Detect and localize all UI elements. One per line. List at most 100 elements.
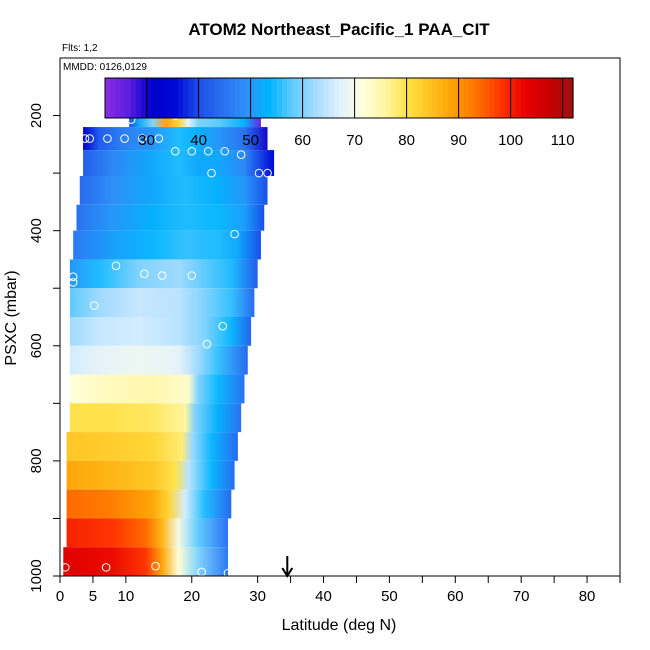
observation-point bbox=[111, 261, 121, 271]
observation-point bbox=[207, 168, 216, 178]
colorbar-swatch bbox=[463, 78, 470, 118]
observation-point bbox=[236, 150, 246, 159]
observation-point bbox=[85, 134, 94, 143]
x-tick-label: 5 bbox=[89, 588, 97, 605]
colorbar-swatch bbox=[359, 78, 366, 118]
colorbar-tick-label: 80 bbox=[398, 132, 415, 149]
colorbar-swatch bbox=[131, 78, 137, 118]
colorbar-swatch bbox=[365, 78, 371, 118]
colorbar-tick-label: 110 bbox=[551, 132, 575, 149]
observation-point bbox=[68, 272, 78, 282]
colorbar-swatch bbox=[105, 78, 111, 118]
dates-note: MMDD: 0126,0129 bbox=[63, 62, 147, 73]
x-axis-label: Latitude (deg N) bbox=[282, 617, 397, 634]
observation-point bbox=[203, 146, 213, 156]
observation-point bbox=[154, 134, 164, 143]
colorbar-swatch bbox=[235, 78, 241, 118]
heatmap-row bbox=[73, 230, 261, 260]
x-tick-label: 0 bbox=[56, 588, 64, 605]
heatmap-row bbox=[69, 317, 252, 346]
observation-point bbox=[60, 563, 70, 572]
colorbar-frame bbox=[104, 77, 574, 119]
colorbar-swatch bbox=[515, 78, 522, 118]
colorbar-swatch bbox=[323, 78, 330, 118]
heatmap-row bbox=[66, 518, 229, 548]
colorbar-swatch bbox=[255, 78, 262, 118]
colorbar-swatch bbox=[333, 78, 340, 118]
colorbar-swatch bbox=[307, 78, 314, 118]
colorbar-swatch bbox=[120, 78, 127, 118]
colorbar-swatch bbox=[380, 78, 387, 118]
x-tick-label: 50 bbox=[381, 588, 398, 605]
observation-point bbox=[187, 146, 197, 156]
colorbar-swatch bbox=[427, 78, 434, 118]
observation-point bbox=[157, 271, 167, 280]
colorbar-swatch bbox=[370, 78, 376, 118]
heatmap-row bbox=[66, 432, 238, 461]
heatmap-row bbox=[66, 460, 235, 490]
colorbar-swatch bbox=[500, 78, 506, 118]
colorbar-swatch bbox=[469, 78, 475, 118]
colorbar-swatch bbox=[287, 78, 293, 118]
x-tick-label: 10 bbox=[118, 588, 135, 605]
heatmap-row bbox=[83, 150, 275, 176]
colorbar-swatch bbox=[146, 78, 153, 118]
colorbar-tick-label: 90 bbox=[450, 132, 467, 149]
colorbar-tick-label: 30 bbox=[138, 132, 155, 149]
heatmap-row bbox=[63, 547, 229, 576]
heatmap-rows bbox=[63, 98, 275, 576]
heatmap-row bbox=[79, 175, 268, 205]
colorbar-tick-label: 50 bbox=[242, 132, 259, 149]
y-axis-label: PSXC (mbar) bbox=[3, 270, 20, 365]
colorbar-swatch bbox=[141, 78, 148, 118]
colorbar-swatch bbox=[224, 78, 231, 118]
y-tick-label: 800 bbox=[28, 448, 45, 473]
colorbar-swatch bbox=[453, 78, 460, 118]
colorbar-swatch bbox=[115, 78, 122, 118]
colorbar-swatch bbox=[531, 78, 538, 118]
colorbar-swatch bbox=[339, 78, 345, 118]
observation-point bbox=[89, 301, 99, 310]
colorbar-swatch bbox=[432, 78, 439, 118]
colorbar-swatch bbox=[489, 78, 496, 118]
colorbar-swatch bbox=[209, 78, 215, 118]
colorbar-swatch bbox=[411, 78, 418, 118]
x-tick-label: 20 bbox=[183, 588, 200, 605]
colorbar-swatch bbox=[198, 78, 205, 118]
colorbar-swatch bbox=[354, 78, 361, 118]
colorbar-swatch bbox=[505, 78, 512, 118]
colorbar-swatch bbox=[495, 78, 501, 118]
colorbar-swatch bbox=[193, 78, 200, 118]
observation-points bbox=[60, 100, 272, 576]
x-tick-label: 70 bbox=[513, 588, 530, 605]
colorbar-swatch bbox=[167, 78, 174, 118]
colorbar-swatch bbox=[302, 78, 309, 118]
observation-point bbox=[263, 168, 272, 178]
colorbar-swatch bbox=[458, 78, 465, 118]
y-tick-label: 1000 bbox=[28, 559, 45, 592]
colorbar-swatch bbox=[479, 78, 486, 118]
colorbar-swatch bbox=[448, 78, 454, 118]
x-tick-label: 40 bbox=[315, 588, 332, 605]
colorbar-swatch bbox=[136, 78, 142, 118]
observation-point bbox=[220, 146, 230, 156]
colorbar-swatch bbox=[417, 78, 423, 118]
colorbar-swatch bbox=[292, 78, 298, 118]
colorbar-swatch bbox=[344, 78, 350, 118]
colorbar-swatch bbox=[474, 78, 480, 118]
colorbar-swatch bbox=[552, 78, 558, 118]
x-tick-label: 60 bbox=[447, 588, 464, 605]
colorbar-swatch bbox=[240, 78, 246, 118]
x-tick-label: 30 bbox=[249, 588, 266, 605]
colorbar-swatch bbox=[214, 78, 220, 118]
colorbar-swatch bbox=[318, 78, 324, 118]
colorbar-swatch bbox=[151, 78, 158, 118]
heatmap-row bbox=[69, 403, 242, 433]
heatmap-row bbox=[76, 204, 265, 231]
colorbar-swatch bbox=[203, 78, 210, 118]
colorbar-swatch bbox=[110, 78, 116, 118]
colorbar-swatch bbox=[125, 78, 132, 118]
heatmap-row bbox=[66, 489, 232, 519]
observation-point bbox=[103, 134, 112, 143]
